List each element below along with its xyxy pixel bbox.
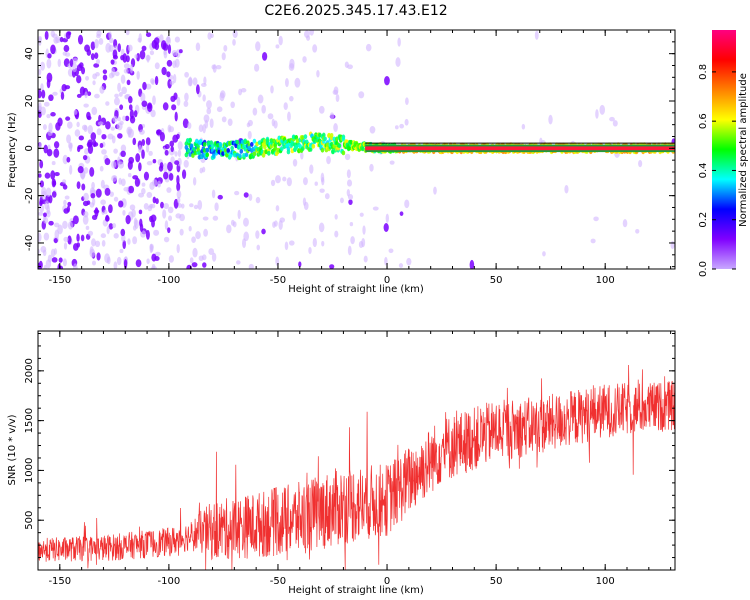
x-tick-label: -50 bbox=[270, 275, 286, 286]
colorbar-label: Normalized spectral amplitude bbox=[738, 73, 749, 227]
x-tick-label: 100 bbox=[596, 576, 615, 587]
x-tick-label: -150 bbox=[48, 275, 71, 286]
snr-series-line bbox=[38, 364, 675, 570]
x-tick-label: 100 bbox=[596, 275, 615, 286]
x-tick-label: 50 bbox=[490, 275, 503, 286]
snr-y-axis-label: SNR (10 * v/v) bbox=[7, 414, 18, 485]
snr-y-ticks: 500 1000 1500 2000 bbox=[24, 332, 675, 571]
y-tick-label: 1000 bbox=[24, 458, 35, 483]
y-tick-label: 20 bbox=[24, 95, 35, 108]
y-tick-label: -40 bbox=[24, 235, 35, 251]
snr-x-axis-label: Height of straight line (km) bbox=[288, 585, 424, 596]
colorbar-tick-label: 0.0 bbox=[698, 261, 709, 277]
x-tick-label: -50 bbox=[270, 576, 286, 587]
snr-x-ticks: -150 -100 -50 0 50 100 bbox=[37, 331, 672, 587]
x-tick-label: -100 bbox=[158, 576, 181, 587]
colorbar-tick-label: 0.8 bbox=[698, 64, 709, 80]
chart-title: C2E6.2025.345.17.43.E12 bbox=[264, 3, 447, 19]
y-tick-label: 0 bbox=[24, 145, 35, 151]
spectrogram-cells bbox=[38, 30, 675, 269]
colorbar-tick-label: 0.4 bbox=[698, 162, 709, 178]
y-tick-label: -20 bbox=[24, 187, 35, 203]
x-tick-label: -100 bbox=[158, 275, 181, 286]
y-tick-label: 2000 bbox=[24, 358, 35, 383]
y-tick-label: 1500 bbox=[24, 408, 35, 433]
snr-frame bbox=[37, 330, 676, 571]
snr-plot: -150 -100 -50 0 50 100 500 1000 1500 2000 Height… bbox=[7, 330, 676, 596]
colorbar-tick-label: 0.2 bbox=[698, 212, 709, 228]
spectrogram-x-ticks: -150 -100 -50 0 50 100 bbox=[37, 30, 672, 286]
colorbar-gradient bbox=[712, 30, 736, 269]
x-tick-label: -150 bbox=[48, 576, 71, 587]
x-tick-label: 0 bbox=[384, 576, 390, 587]
y-tick-label: 500 bbox=[24, 511, 35, 530]
y-tick-label: 40 bbox=[24, 47, 35, 60]
spectrogram-frame bbox=[37, 29, 676, 270]
colorbar: 0.0 0.2 0.4 0.6 0.8 Normalized spectral ampl… bbox=[698, 30, 749, 277]
spectrogram-y-ticks: -40 -20 0 20 40 bbox=[24, 29, 675, 268]
x-tick-label: 0 bbox=[384, 275, 390, 286]
spectrogram-x-axis-label: Height of straight line (km) bbox=[288, 284, 424, 295]
x-tick-label: 50 bbox=[490, 576, 503, 587]
colorbar-ticks: 0.0 0.2 0.4 0.6 0.8 bbox=[698, 64, 736, 277]
spectrogram-y-axis-label: Frequency (Hz) bbox=[7, 112, 18, 188]
colorbar-tick-label: 0.6 bbox=[698, 113, 709, 129]
spectrogram-plot: -150 -100 -50 0 50 100 -40 -20 0 20 40 Height of … bbox=[7, 29, 676, 295]
